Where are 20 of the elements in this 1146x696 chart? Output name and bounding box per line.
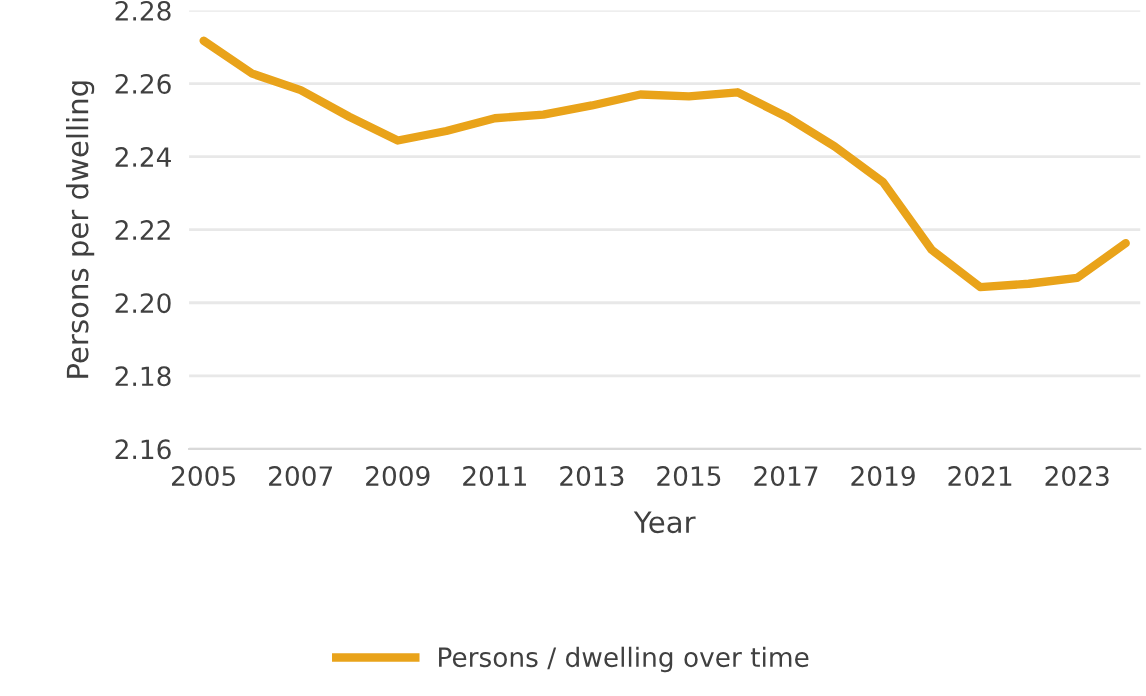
y-tick-label: 2.20 xyxy=(115,293,171,314)
y-tick-label: 2.28 xyxy=(115,0,171,21)
x-tick-label: 2013 xyxy=(560,466,624,487)
x-tick-label: 2005 xyxy=(172,466,235,487)
x-axis-title: Year xyxy=(633,511,696,534)
x-tick-label: 2019 xyxy=(851,466,915,487)
x-tick-label: 2017 xyxy=(754,466,818,487)
x-tick-label: 2021 xyxy=(948,466,1012,487)
legend-label: Persons / dwelling over time xyxy=(439,646,809,673)
y-tick-label: 2.22 xyxy=(115,220,170,240)
x-tick-label: 2015 xyxy=(657,466,721,487)
y-tick-label: 2.24 xyxy=(115,147,171,167)
y-tick-label: 2.26 xyxy=(115,73,171,94)
x-tick-label: 2007 xyxy=(269,466,333,487)
x-tick-label: 2009 xyxy=(366,466,430,487)
y-tick-label: 2.16 xyxy=(115,439,171,460)
x-tick-label: 2023 xyxy=(1045,466,1109,487)
x-tick-label: 2011 xyxy=(463,466,526,487)
y-axis-title: Persons per dwelling xyxy=(65,81,95,378)
y-tick-label: 2.18 xyxy=(115,366,171,387)
